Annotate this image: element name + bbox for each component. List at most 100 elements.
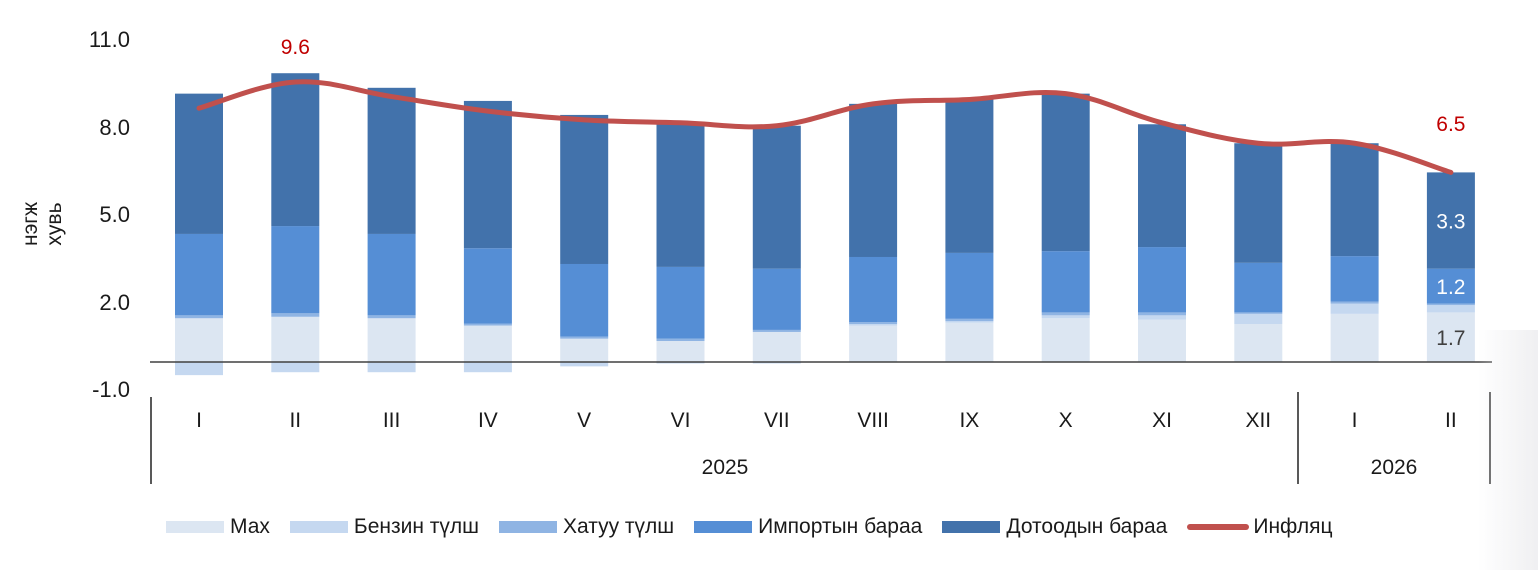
x-tick-label: V <box>577 409 592 432</box>
bar-segment <box>752 268 801 330</box>
x-tick-label: VI <box>670 409 691 432</box>
data-label: 1.2 <box>1436 276 1465 299</box>
bar-segment <box>175 93 223 234</box>
bar-segment <box>175 233 223 316</box>
bar-segment <box>1426 312 1475 362</box>
y-tick-label: -1.0 <box>92 377 130 403</box>
bar-segment <box>1041 318 1090 362</box>
bar-segment <box>463 323 512 326</box>
bar-segment <box>271 73 320 227</box>
year-label: 2025 <box>701 456 749 479</box>
bar-segment <box>463 100 512 249</box>
legend-item: Бензин түлш <box>289 515 479 539</box>
bar-segment <box>1426 268 1475 304</box>
bar-segment <box>849 324 898 326</box>
bar-segment <box>656 266 705 339</box>
bar-segment <box>560 338 609 362</box>
bar-stack <box>945 99 994 362</box>
bar-segment <box>1330 256 1379 302</box>
bar-segment <box>175 362 223 376</box>
bar-segment <box>945 318 994 322</box>
bar-segment <box>945 322 994 362</box>
bar-segment <box>463 248 512 324</box>
page-edge-shadow <box>1478 330 1538 570</box>
y-tick-label: 8.0 <box>99 114 130 140</box>
bar-segment <box>656 338 705 341</box>
data-label: 6.5 <box>1436 113 1465 136</box>
bar-segment <box>1138 124 1186 248</box>
x-tick-label: II <box>1445 409 1457 432</box>
bar-segment <box>1234 324 1283 362</box>
x-tick-label: I <box>1351 409 1358 432</box>
legend-swatch-icon <box>694 521 753 533</box>
x-tick-label: VIII <box>857 409 889 432</box>
legend-label: Хатуу түлш <box>563 515 675 538</box>
bar-stack <box>656 121 705 364</box>
legend-swatch-icon <box>942 521 1001 533</box>
bar-segment <box>560 362 609 367</box>
legend-label: Мах <box>230 515 270 538</box>
plot-area: 9.6 6.5 3.3 1.2 1.7 <box>150 36 1492 484</box>
bar-segment <box>367 87 416 234</box>
legend-item: Мах <box>166 515 270 539</box>
year-label: 2026 <box>1370 456 1418 479</box>
x-tick-label: II <box>289 409 302 432</box>
bar-segment <box>849 103 898 257</box>
bar-segment <box>1138 312 1186 316</box>
legend-label: Бензин түлш <box>353 515 479 538</box>
bar-segment <box>945 321 994 323</box>
x-tick-label: VII <box>763 409 790 432</box>
bar-segment <box>849 256 898 323</box>
bar-segment <box>271 226 320 314</box>
x-tick-label: I <box>196 409 202 432</box>
bar-stack <box>175 93 223 376</box>
bar-stack <box>1330 143 1379 362</box>
bar-stack <box>271 73 320 373</box>
legend-item: Хатуу түлш <box>499 515 674 539</box>
legend-swatch-icon <box>499 521 557 533</box>
bar-segment <box>271 362 320 373</box>
bar-segment <box>1330 143 1379 257</box>
bar-segment <box>463 325 512 362</box>
legend-label: Дотоодын бараа <box>1006 515 1168 538</box>
bar-segment <box>752 125 801 269</box>
bar-segment <box>463 362 512 373</box>
legend-swatch-icon <box>289 521 348 533</box>
bar-segment <box>1330 303 1379 314</box>
bar-segment <box>560 114 609 264</box>
bar-segment <box>560 336 609 339</box>
y-tick-label: 2.0 <box>99 289 130 315</box>
bar-segment <box>849 325 898 362</box>
bar-segment <box>945 99 994 253</box>
data-label: 3.3 <box>1436 211 1465 234</box>
x-tick-label: IX <box>959 409 980 432</box>
bar-segment <box>1330 301 1379 304</box>
bar-segment <box>1041 251 1090 313</box>
bar-segment <box>1426 305 1475 313</box>
bar-segment <box>656 121 705 267</box>
x-tick-label: III <box>382 409 401 432</box>
bar-segment <box>1234 312 1283 314</box>
bar-segment <box>367 315 416 319</box>
legend-label: Импортын бараа <box>758 515 923 538</box>
bar-segment <box>175 315 223 319</box>
bar-stack <box>1426 172 1475 362</box>
bar-segment <box>1138 319 1186 362</box>
bar-stack <box>849 103 898 362</box>
inflation-line <box>196 79 1454 175</box>
bar-segment <box>1041 93 1090 252</box>
bar-segment <box>271 313 320 317</box>
bar-segment <box>367 233 416 316</box>
bar-stack <box>1138 124 1186 362</box>
bar-segment <box>1330 313 1379 362</box>
data-label: 1.7 <box>1436 327 1465 350</box>
bar-segment <box>560 263 609 337</box>
x-tick-label: IV <box>477 409 498 432</box>
y-tick-label: 5.0 <box>99 202 130 228</box>
data-label: 9.6 <box>281 36 310 59</box>
bar-stack <box>1041 93 1090 362</box>
bar-segment <box>1234 313 1283 325</box>
bar-segment <box>849 322 898 325</box>
y-tick-label: 11.0 <box>88 27 130 53</box>
